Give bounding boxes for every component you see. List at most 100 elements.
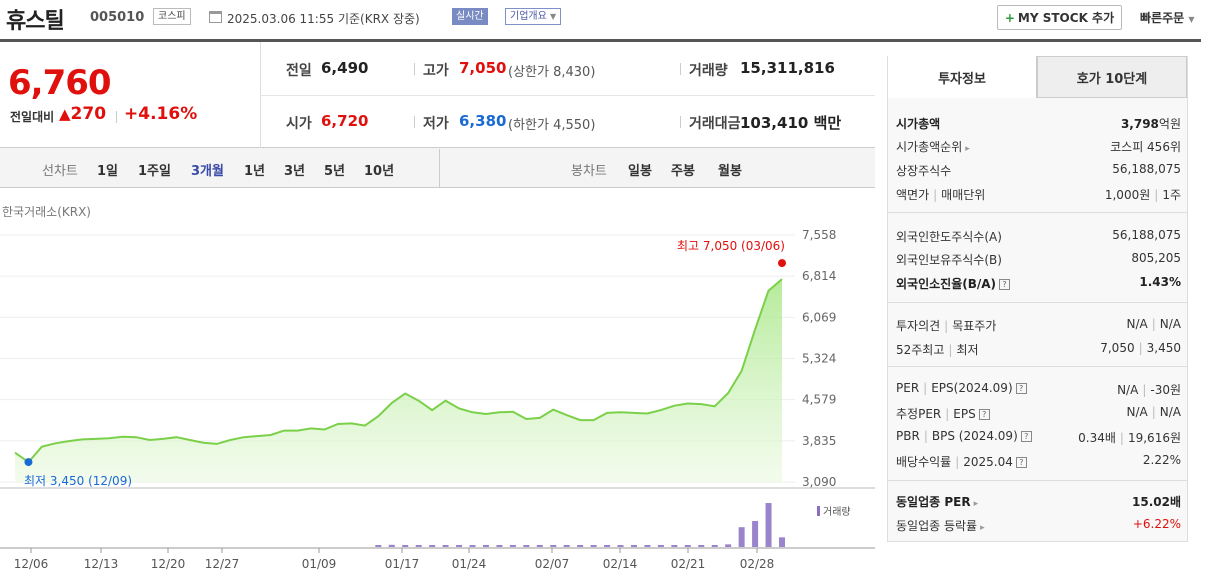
volume-bar: [456, 545, 463, 547]
price-summary: [0, 42, 875, 148]
x-tick-label: 12/06: [14, 557, 49, 571]
tab-10year[interactable]: 10년: [364, 164, 395, 179]
help-icon[interactable]: ?: [999, 279, 1011, 290]
investment-info-panel: [887, 56, 1188, 542]
price-area: [15, 279, 782, 482]
low-value: 6,380: [459, 112, 507, 130]
stock-code: 005010: [90, 10, 145, 25]
tab-3year[interactable]: 3년: [284, 164, 306, 179]
per-row: PER | EPS(2024.09)? N/A | -30원: [896, 381, 1181, 397]
volume-label: 거래량: [689, 63, 728, 79]
datetime: 2025.03.06 11:55 기준(KRX 장중): [227, 12, 420, 26]
industry-rate-row[interactable]: 동일업종 등락률 ▸ +6.22%: [896, 517, 1181, 533]
volume-bar: [442, 545, 449, 547]
y-tick-label: 6,814: [802, 269, 836, 283]
max-point: [778, 259, 786, 268]
line-chart-label: 선차트: [42, 164, 78, 179]
market-cap-row: 시가총액 3,798억원: [896, 117, 1181, 131]
volume-bar: [698, 545, 705, 547]
tab-3month[interactable]: 3개월: [191, 164, 224, 179]
add-my-stock-button[interactable]: + MY STOCK 추가: [997, 5, 1122, 30]
x-tick-label: 01/24: [452, 557, 487, 571]
help-icon[interactable]: ?: [1015, 457, 1027, 468]
prev-label: 전일: [286, 63, 312, 79]
open-label: 시가: [286, 116, 312, 132]
chevron-down-icon: ▼: [1188, 15, 1195, 24]
up-triangle-icon: ▲: [59, 105, 71, 123]
volume-bar: [779, 537, 785, 547]
x-tick-label: 01/09: [302, 557, 337, 571]
calendar-icon: [209, 11, 222, 23]
lower-limit: (하한가 4,550): [508, 118, 596, 133]
volume-bar: [523, 545, 530, 547]
x-tick-label: 12/27: [205, 557, 240, 571]
divider: [888, 480, 1187, 481]
opinion-row: 투자의견 | 목표주가 N/A | N/A: [896, 317, 1181, 333]
help-icon[interactable]: ?: [1015, 383, 1027, 394]
price-chart: 7,558 6,814 6,069 5,324 4,579 3,835 3,090 12/0…: [0, 228, 875, 571]
volume-bar: [536, 545, 543, 547]
tab-daily[interactable]: 일봉: [628, 164, 652, 179]
help-icon[interactable]: ?: [978, 409, 990, 420]
chart-tab-bar: [0, 148, 875, 188]
volume-bar: [375, 545, 382, 547]
low-label: 저가: [423, 116, 449, 132]
tab-weekly[interactable]: 주봉: [671, 164, 695, 179]
divider: [680, 63, 681, 75]
foreign-hold-row: 외국인보유주식수(B) 805,205: [896, 251, 1181, 267]
tab-1year[interactable]: 1년: [244, 164, 266, 179]
foreign-limit-row: 외국인한도주식수(A) 56,188,075: [896, 228, 1181, 244]
x-tick-label: 02/28: [740, 557, 775, 571]
volume-bar: [509, 545, 516, 547]
help-icon[interactable]: ?: [1020, 431, 1032, 442]
volume-bar: [644, 545, 651, 547]
y-tick-label: 4,579: [802, 393, 836, 407]
header-divider: [0, 39, 1201, 42]
volume-bar: [684, 545, 691, 547]
dividend-row: 배당수익률 | 2025.04? 2.22%: [896, 453, 1181, 469]
chart-source: 한국거래소(KRX): [2, 205, 91, 219]
52week-row: 52주최고 | 최저 7,050 | 3,450: [896, 341, 1181, 357]
company-info-button[interactable]: 기업개요 ▼: [505, 8, 562, 25]
volume-bar: [429, 545, 436, 547]
est-per-row: 추정PER | EPS? N/A | N/A: [896, 405, 1181, 421]
change-label: 전일대비: [10, 110, 55, 124]
tab-1week[interactable]: 1주일: [138, 164, 171, 179]
realtime-badge[interactable]: 실시간: [452, 8, 488, 25]
x-tick-label: 02/21: [671, 557, 706, 571]
price-line: [14, 278, 783, 464]
industry-per-row[interactable]: 동일업종 PER ▸ 15.02배: [896, 495, 1181, 509]
volume-bar: [388, 544, 395, 547]
tab-order-book[interactable]: 호가 10단계: [1037, 56, 1187, 98]
volume-bar: [617, 545, 624, 547]
market-cap-rank-row[interactable]: 시가총액순위 ▸ 코스피 456위: [896, 140, 1181, 154]
x-tick-label: 02/07: [535, 557, 570, 571]
chevron-down-icon: ▼: [550, 12, 557, 21]
volume-bar: [711, 545, 718, 547]
high-label: 고가: [423, 63, 449, 79]
volume-bar: [752, 521, 759, 547]
min-label: 최저 3,450 (12/09): [24, 474, 132, 488]
tab-investment-info[interactable]: 투자정보: [888, 56, 1037, 98]
caret-right-icon: ▸: [980, 523, 985, 533]
plus-icon: +: [1004, 10, 1015, 25]
divider: [888, 366, 1187, 367]
x-tick-label: 12/20: [151, 557, 186, 571]
volume-bar: [402, 545, 409, 547]
candle-chart-label: 봉차트: [571, 164, 607, 179]
listed-shares-row: 상장주식수 56,188,075: [896, 162, 1181, 178]
tab-5year[interactable]: 5년: [324, 164, 346, 179]
volume-value: 15,311,816: [740, 59, 835, 77]
volume-bar: [725, 544, 732, 547]
pbr-row: PBR | BPS (2024.09)? 0.34배 | 19,616원: [896, 429, 1181, 445]
y-tick-label: 7,558: [802, 228, 836, 242]
tab-monthly[interactable]: 월봉: [718, 164, 742, 179]
quick-order-button[interactable]: 빠른주문 ▼: [1140, 11, 1195, 25]
tab-1day[interactable]: 1일: [97, 164, 119, 179]
par-value-row: 액면가 | 매매단위 1,000원 | 1주: [896, 188, 1181, 202]
y-tick-label: 3,835: [802, 434, 836, 448]
current-price: 6,760: [8, 63, 112, 103]
volume-bar: [765, 503, 772, 547]
volume-bar: [590, 545, 597, 547]
volume-bar: [604, 545, 611, 547]
